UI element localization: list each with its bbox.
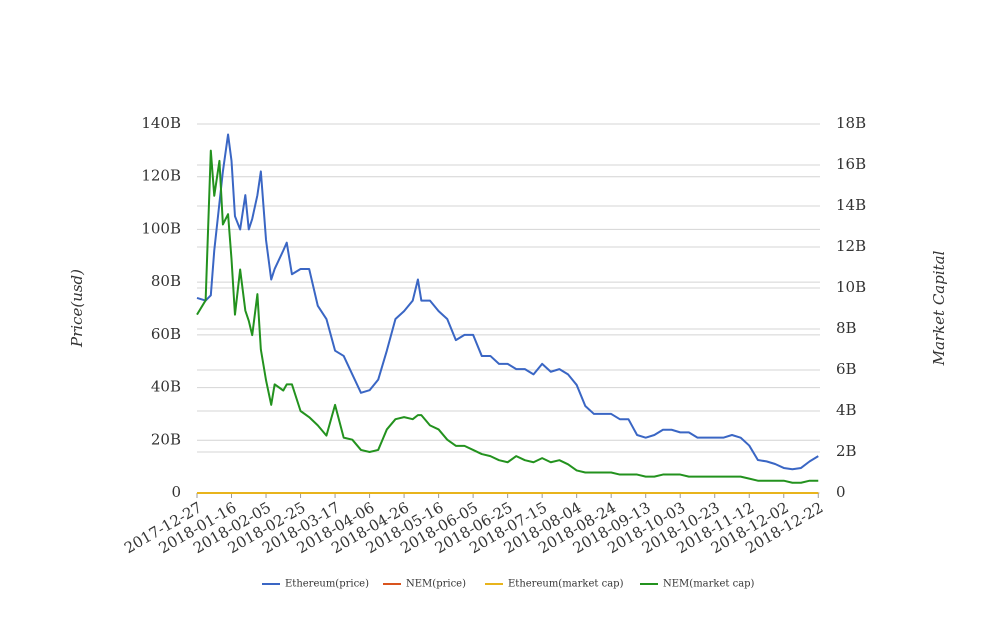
y2-tick-label: 6B xyxy=(836,360,857,378)
legend-label: NEM(price) xyxy=(406,579,466,590)
series-line xyxy=(196,133,819,471)
y2-tick-label: 16B xyxy=(836,155,866,173)
y2-tick-label: 18B xyxy=(836,114,866,132)
y-tick-label: 100B xyxy=(141,219,181,237)
y2-tick-label: 14B xyxy=(836,196,866,214)
y2-tick-label: 8B xyxy=(836,319,857,337)
y-tick-label: 80B xyxy=(151,272,181,290)
y-tick-label: 40B xyxy=(151,378,181,396)
y2-axis-title: Market Capital xyxy=(930,250,948,366)
legend-label: Ethereum(market cap) xyxy=(508,579,624,590)
y-tick-label: 20B xyxy=(151,430,181,448)
legend-label: NEM(market cap) xyxy=(663,579,755,590)
y2-tick-label: 0 xyxy=(836,483,846,501)
series-line xyxy=(196,149,819,484)
y2-tick-label: 2B xyxy=(836,442,857,460)
y2-tick-label: 4B xyxy=(836,401,857,419)
y-tick-label: 120B xyxy=(141,167,181,185)
legend-label: Ethereum(price) xyxy=(285,579,369,590)
y-tick-label: 60B xyxy=(151,325,181,343)
y2-tick-label: 10B xyxy=(836,278,866,296)
y-tick-label: 0 xyxy=(171,483,181,501)
y2-tick-label: 12B xyxy=(836,237,866,255)
y-tick-label: 140B xyxy=(141,114,181,132)
y-axis-title: Price(usd) xyxy=(68,269,86,348)
